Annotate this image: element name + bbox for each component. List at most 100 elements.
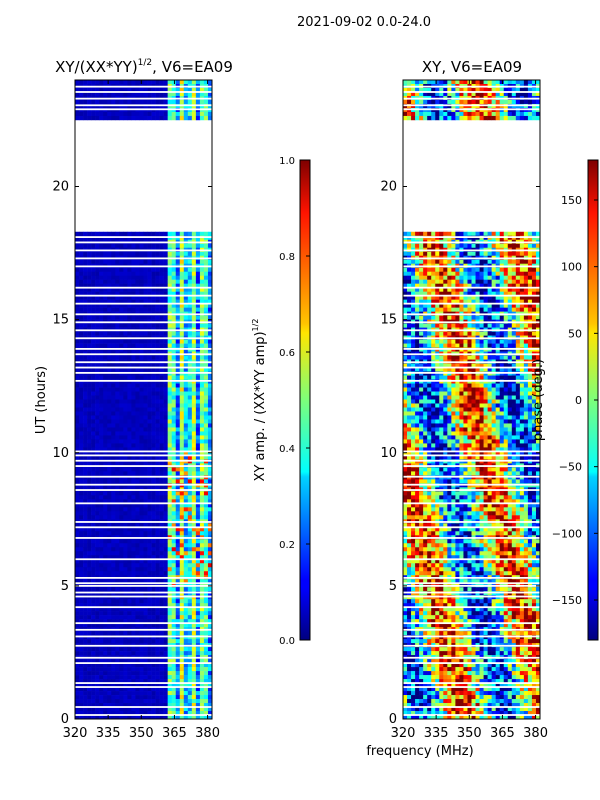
heatmap-cell (75, 507, 80, 512)
heatmap-cell (515, 115, 521, 121)
heatmap-cell (171, 407, 177, 412)
heatmap-cell (75, 491, 80, 496)
heatmap-cell (151, 547, 156, 552)
heatmap-cell (107, 80, 112, 85)
heatmap-cell (147, 439, 152, 444)
heatmap-cell (183, 299, 189, 304)
heatmap-cell (143, 451, 148, 456)
flagged-row (75, 537, 212, 539)
heatmap-cell (115, 663, 120, 668)
heatmap-cell (179, 567, 185, 572)
heatmap-cell (487, 111, 492, 117)
heatmap-cell (135, 403, 140, 408)
heatmap-cell (491, 115, 496, 121)
heatmap-cell (103, 615, 108, 620)
heatmap-cell (447, 91, 452, 97)
heatmap-cell (99, 531, 104, 536)
heatmap-cell (171, 511, 177, 516)
heatmap-cell (143, 651, 148, 656)
heatmap-cell (95, 711, 100, 716)
heatmap-cell (195, 307, 201, 312)
heatmap-cell (171, 307, 177, 312)
heatmap-cell (151, 395, 156, 400)
heatmap-cell (203, 80, 209, 85)
heatmap-cell (159, 415, 164, 420)
heatmap-cell (151, 267, 156, 272)
heatmap-cell (107, 299, 112, 304)
heatmap-cell (103, 307, 108, 312)
heatmap-cell (199, 439, 205, 444)
heatmap-cell (111, 243, 116, 249)
heatmap-cell (147, 299, 152, 304)
heatmap-cell (115, 407, 120, 412)
heatmap-cell (179, 331, 185, 336)
heatmap-cell (199, 515, 205, 520)
heatmap-cell (207, 587, 213, 592)
heatmap-cell (163, 611, 168, 616)
heatmap-cell (83, 571, 88, 576)
heatmap-cell (191, 611, 197, 616)
heatmap-cell (131, 243, 136, 249)
heatmap-cell (83, 503, 88, 508)
heatmap-cell (155, 439, 160, 444)
heatmap-cell (111, 447, 116, 452)
heatmap-cell (199, 531, 205, 536)
heatmap-cell (75, 419, 80, 424)
heatmap-cell (463, 111, 468, 117)
heatmap-cell (415, 80, 420, 85)
heatmap-cell (195, 391, 201, 396)
heatmap-cell (183, 387, 189, 392)
heatmap-cell (159, 663, 164, 668)
heatmap-cell (151, 495, 156, 500)
heatmap-cell (99, 115, 104, 121)
heatmap-cell (167, 503, 173, 508)
heatmap-cell (79, 699, 84, 704)
heatmap-cell (155, 615, 160, 620)
heatmap-cell (95, 427, 100, 432)
heatmap-cell (167, 451, 173, 456)
heatmap-cell (99, 291, 104, 296)
heatmap-cell (107, 567, 112, 572)
heatmap-cell (207, 691, 213, 696)
heatmap-cell (143, 547, 148, 552)
heatmap-cell (103, 479, 108, 484)
heatmap-cell (147, 587, 152, 592)
heatmap-cell (151, 275, 156, 280)
heatmap-cell (119, 579, 124, 584)
heatmap-cell (103, 647, 108, 652)
heatmap-cell (203, 391, 209, 396)
heatmap-cell (83, 407, 88, 412)
heatmap-cell (139, 563, 144, 568)
heatmap-cell (195, 679, 201, 684)
heatmap-cell (79, 395, 84, 400)
heatmap-cell (195, 675, 201, 680)
heatmap-cell (483, 80, 488, 85)
heatmap-cell (87, 691, 92, 696)
heatmap-cell (187, 511, 193, 516)
heatmap-cell (87, 711, 92, 716)
heatmap-cell (431, 99, 436, 105)
heatmap-cell (143, 399, 148, 404)
heatmap-cell (83, 231, 88, 237)
heatmap-cell (131, 315, 136, 320)
heatmap-cell (191, 615, 197, 620)
heatmap-cell (115, 467, 120, 472)
heatmap-cell (159, 623, 164, 628)
heatmap-cell (207, 695, 213, 700)
heatmap-cell (107, 431, 112, 436)
heatmap-cell (99, 615, 104, 620)
heatmap-cell (203, 511, 209, 516)
heatmap-cell (151, 343, 156, 348)
heatmap-cell (171, 439, 177, 444)
heatmap-cell (75, 711, 80, 716)
heatmap-cell (183, 383, 189, 388)
heatmap-cell (171, 539, 177, 544)
heatmap-cell (187, 503, 193, 508)
heatmap-cell (103, 439, 108, 444)
heatmap-cell (75, 703, 80, 708)
heatmap-cell (111, 675, 116, 680)
heatmap-cell (91, 667, 96, 672)
heatmap-cell (139, 555, 144, 560)
heatmap-cell (419, 91, 424, 97)
heatmap-cell (155, 275, 160, 280)
